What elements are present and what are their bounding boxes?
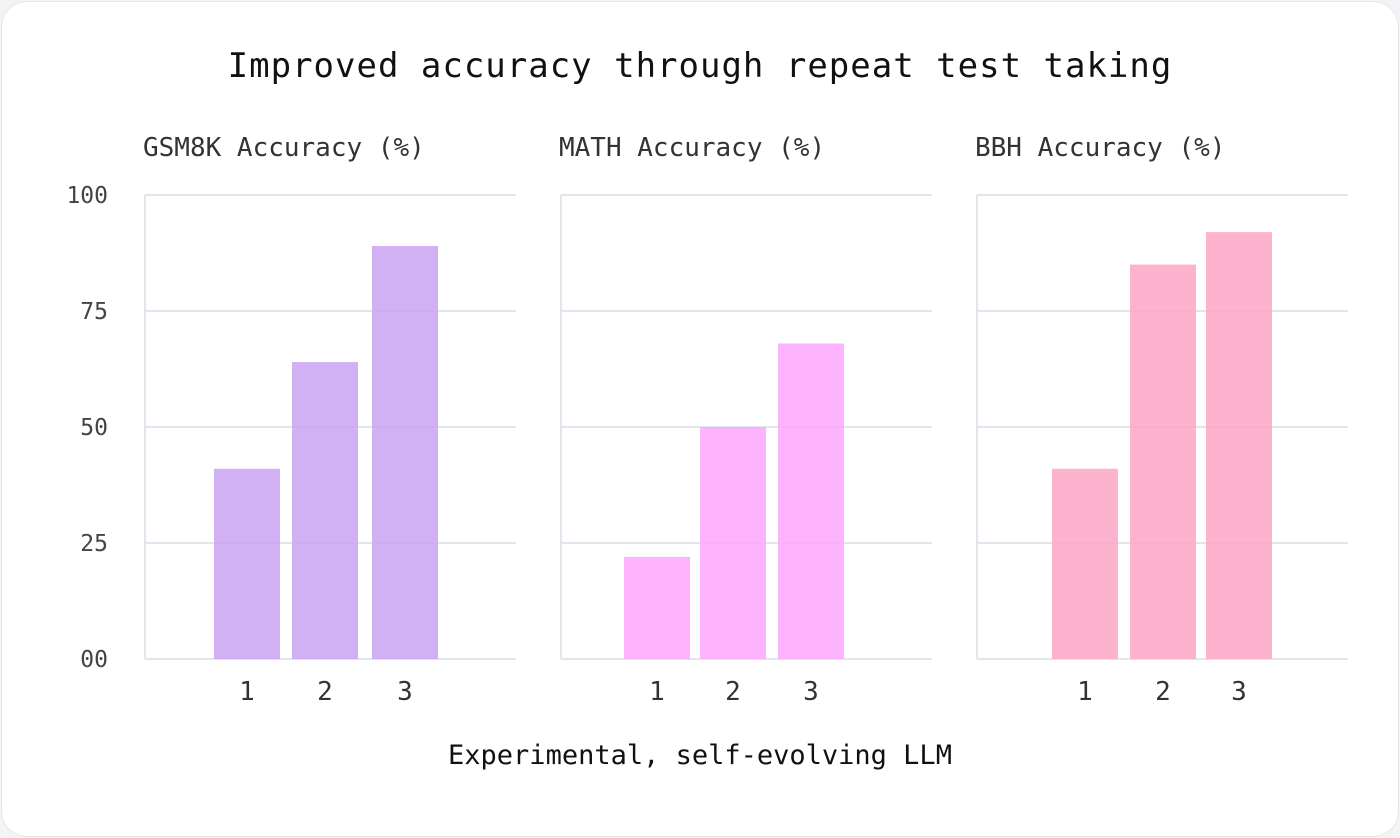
- y-tick-label: 100: [66, 183, 108, 209]
- bar: [778, 343, 844, 659]
- bar: [1052, 468, 1118, 659]
- x-tick-label: 3: [1231, 677, 1247, 707]
- x-tick-label: 2: [725, 677, 741, 707]
- y-tick-label: 25: [80, 531, 108, 557]
- bar: [624, 556, 690, 659]
- bar: [1206, 232, 1272, 659]
- panel-subtitle: BBH Accuracy (%): [975, 133, 1225, 163]
- x-tick-label: 2: [317, 677, 333, 707]
- x-tick-label: 1: [649, 677, 665, 707]
- y-tick-label: 00: [80, 647, 108, 673]
- bar: [700, 427, 766, 659]
- bar: [292, 362, 358, 659]
- y-tick-label: 50: [80, 415, 108, 441]
- panel-subtitle: MATH Accuracy (%): [559, 133, 825, 163]
- x-tick-label: 1: [239, 677, 255, 707]
- bar: [214, 468, 280, 659]
- x-axis-label: Experimental, self-evolving LLM: [448, 740, 952, 771]
- x-tick-label: 1: [1077, 677, 1093, 707]
- panel-subtitle: GSM8K Accuracy (%): [143, 133, 425, 163]
- x-tick-label: 3: [397, 677, 413, 707]
- chart-title: Improved accuracy through repeat test ta…: [227, 46, 1173, 86]
- x-tick-label: 2: [1155, 677, 1171, 707]
- x-tick-label: 3: [803, 677, 819, 707]
- bar: [1130, 264, 1196, 659]
- y-tick-label: 75: [80, 299, 108, 325]
- bar: [372, 246, 438, 660]
